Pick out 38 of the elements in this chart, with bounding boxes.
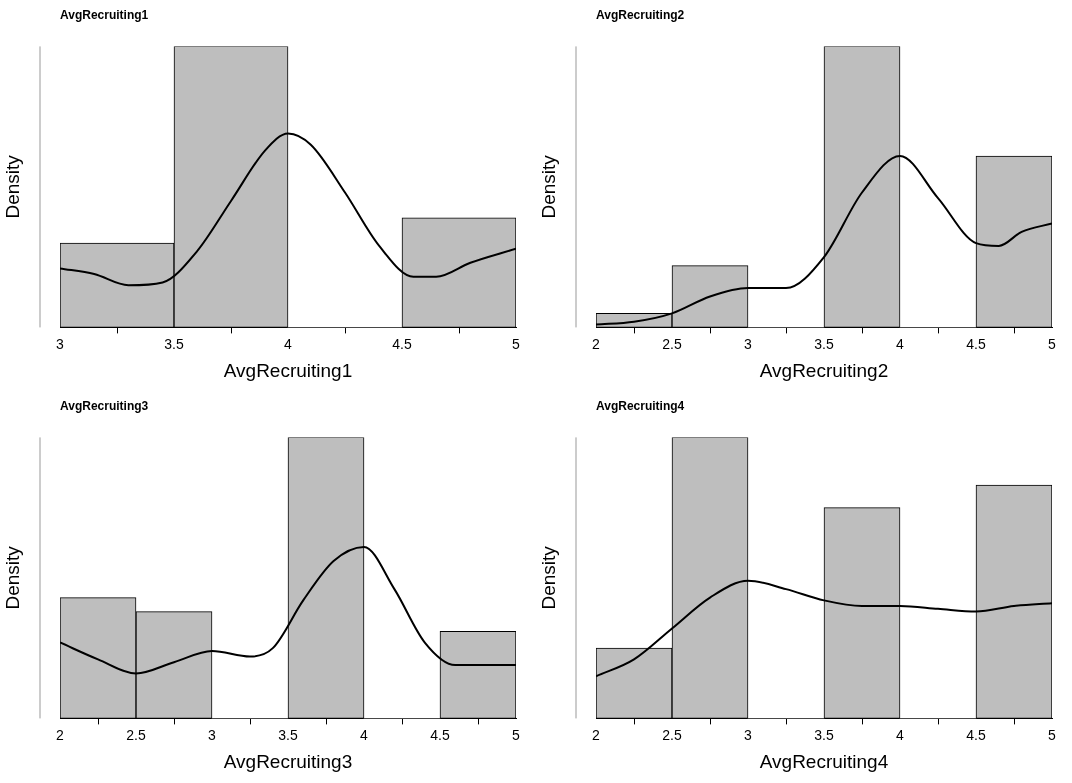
y-axis-title: Density: [2, 154, 24, 219]
x-tick-label: 2.5: [126, 726, 146, 743]
y-axis-title: Density: [2, 545, 24, 610]
x-axis-title: AvgRecruiting3: [223, 750, 353, 772]
x-tick-label: 3.5: [814, 335, 834, 352]
x-tick-label: 3: [744, 726, 753, 743]
x-tick-label: 4: [284, 335, 293, 352]
x-tick-label: 2.5: [662, 726, 682, 743]
x-tick-label: 2: [592, 335, 601, 352]
x-tick-label: 3.5: [278, 726, 298, 743]
chart-title: AvgRecruiting1: [60, 7, 149, 22]
x-tick-label: 4.5: [966, 335, 986, 352]
x-tick-label: 3: [744, 335, 753, 352]
x-axis-title: AvgRecruiting1: [223, 359, 353, 381]
x-tick-label: 3: [208, 726, 217, 743]
chart-title: AvgRecruiting4: [596, 398, 685, 413]
x-axis-title: AvgRecruiting4: [759, 750, 889, 772]
x-axis-title: AvgRecruiting2: [759, 359, 889, 381]
y-axis-title: Density: [538, 545, 560, 610]
x-tick-label: 4.5: [966, 726, 986, 743]
x-tick-label: 5: [1048, 726, 1057, 743]
x-tick-label: 3.5: [814, 726, 834, 743]
x-tick-label: 4: [896, 726, 905, 743]
x-tick-label: 3: [56, 335, 65, 352]
x-tick-label: 4: [896, 335, 905, 352]
chart-title: AvgRecruiting3: [60, 398, 149, 413]
x-tick-label: 5: [1048, 335, 1057, 352]
chart-title: AvgRecruiting2: [596, 7, 685, 22]
x-tick-label: 4.5: [430, 726, 450, 743]
x-tick-label: 3.5: [164, 335, 184, 352]
x-tick-label: 2: [592, 726, 601, 743]
x-tick-label: 2: [56, 726, 65, 743]
x-tick-label: 2.5: [662, 335, 682, 352]
x-tick-label: 4: [360, 726, 369, 743]
x-tick-label: 5: [512, 335, 521, 352]
y-axis-title: Density: [538, 154, 560, 219]
x-tick-label: 5: [512, 726, 521, 743]
x-tick-label: 4.5: [392, 335, 412, 352]
